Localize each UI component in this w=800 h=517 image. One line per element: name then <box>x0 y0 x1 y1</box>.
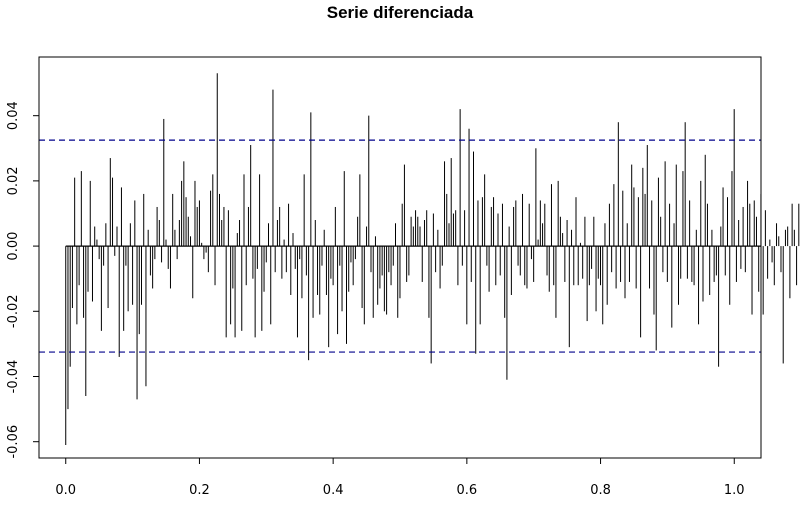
bar-group <box>65 73 800 445</box>
y-tick-label: -0.04 <box>6 360 21 394</box>
x-axis: 0.0 0.2 0.4 0.6 0.8 1.0 <box>55 458 745 498</box>
y-tick-label: -0.06 <box>6 425 21 459</box>
x-tick-label: 0.0 <box>55 483 76 498</box>
confidence-bounds <box>39 139 761 353</box>
x-tick-label: 0.6 <box>457 483 478 498</box>
chart-title: Serie diferenciada <box>326 3 474 22</box>
x-tick-label: 1.0 <box>724 483 745 498</box>
y-tick-label: 0.04 <box>6 101 21 130</box>
plot-frame <box>38 56 762 459</box>
y-tick-label: -0.02 <box>6 294 21 328</box>
y-axis: -0.06 -0.04 -0.02 0.00 0.02 0.04 <box>6 101 39 459</box>
x-tick-label: 0.8 <box>590 483 611 498</box>
y-tick-label: 0.00 <box>6 232 21 261</box>
x-tick-label: 0.4 <box>323 483 344 498</box>
y-tick-label: 0.02 <box>6 166 21 195</box>
x-tick-label: 0.2 <box>189 483 210 498</box>
